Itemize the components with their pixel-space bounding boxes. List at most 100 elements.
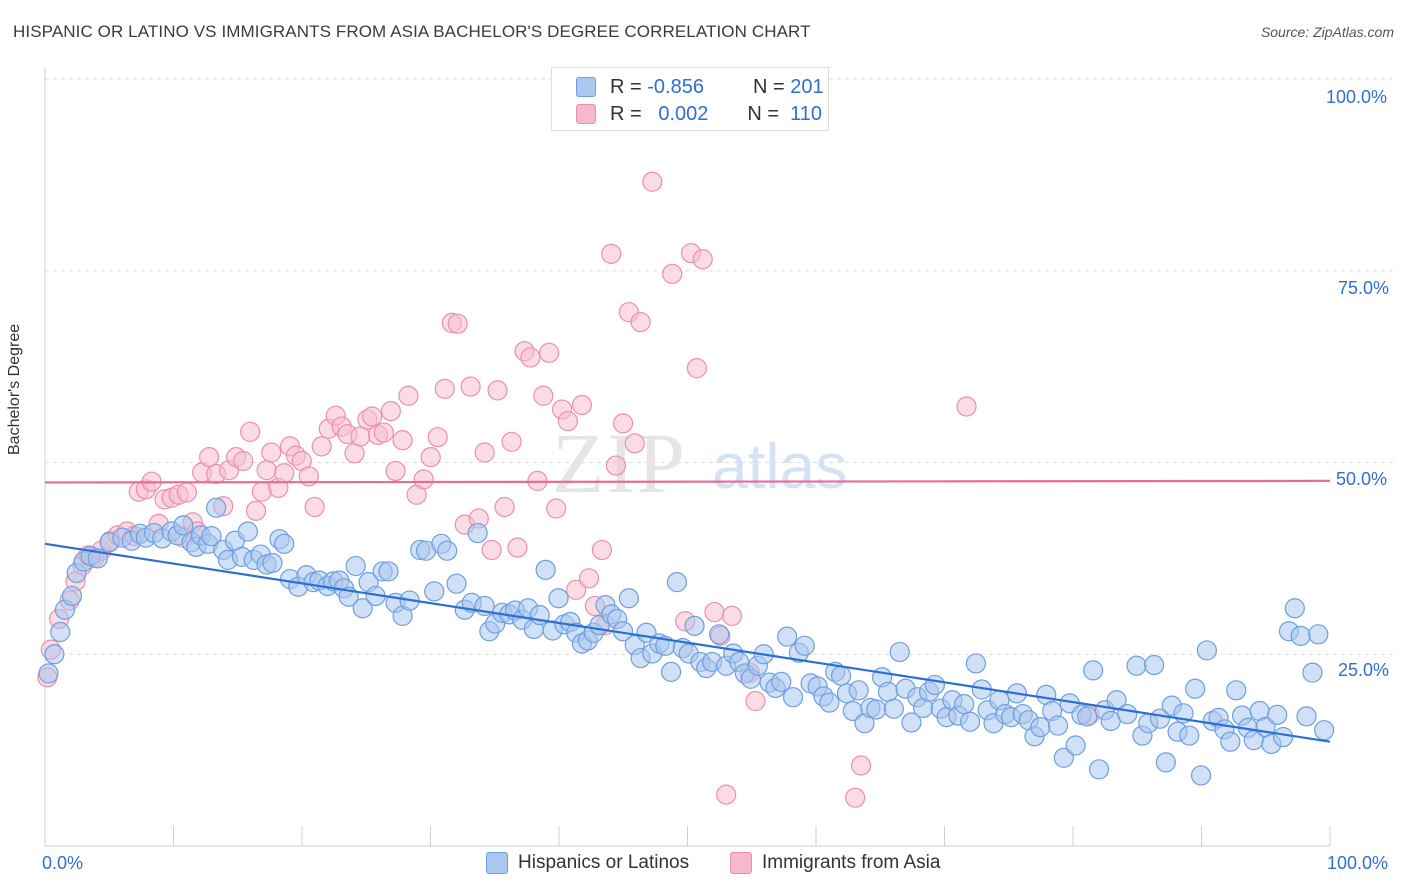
point-immigrants-from-asia (507, 537, 528, 558)
point-immigrants-from-asia (274, 463, 295, 484)
point-hispanics-or-latinos (1308, 624, 1329, 645)
point-immigrants-from-asia (362, 406, 383, 427)
point-hispanics-or-latinos (548, 588, 569, 609)
y-axis-title: Bachelor's Degree (6, 323, 23, 455)
point-hispanics-or-latinos (771, 671, 792, 692)
legend-swatch-pink (730, 852, 752, 874)
point-immigrants-from-asia (520, 347, 541, 368)
trend-line-asia (44, 479, 1331, 484)
legend-item-hispanics: Hispanics or Latinos (486, 852, 689, 874)
chart-title: HISPANIC OR LATINO VS IMMIGRANTS FROM AS… (13, 22, 811, 41)
point-hispanics-or-latinos (378, 561, 399, 582)
point-immigrants-from-asia (398, 385, 419, 406)
point-immigrants-from-asia (630, 312, 651, 333)
point-hispanics-or-latinos (274, 533, 295, 554)
legend-label-asia: Immigrants from Asia (762, 852, 941, 873)
point-hispanics-or-latinos (830, 665, 852, 686)
point-immigrants-from-asia (481, 539, 502, 561)
point-hispanics-or-latinos (467, 522, 488, 544)
point-hispanics-or-latinos (535, 559, 556, 580)
point-hispanics-or-latinos (1190, 765, 1212, 786)
point-hispanics-or-latinos (883, 698, 904, 719)
r-value: 0.002 (658, 102, 709, 125)
point-immigrants-from-asia (373, 422, 394, 443)
correlation-legend: R = -0.856 N = 201 R = 0.002 N = 110 (551, 67, 829, 131)
point-hispanics-or-latinos (201, 526, 222, 547)
legend-item-asia: Immigrants from Asia (730, 852, 940, 874)
point-hispanics-or-latinos (1030, 717, 1051, 738)
y-tick-label-50: 50.0% (1336, 469, 1388, 489)
point-hispanics-or-latinos (206, 497, 227, 518)
point-immigrants-from-asia (420, 447, 441, 468)
point-immigrants-from-asia (845, 787, 866, 808)
r-value: -0.856 (647, 75, 704, 98)
point-immigrants-from-asia (624, 433, 645, 454)
watermark-atlas: atlas (712, 430, 847, 502)
point-hispanics-or-latinos (709, 624, 730, 645)
point-immigrants-from-asia (261, 442, 282, 463)
point-immigrants-from-asia (460, 376, 481, 397)
point-hispanics-or-latinos (437, 540, 458, 561)
point-immigrants-from-asia (413, 469, 434, 490)
point-hispanics-or-latinos (1267, 704, 1288, 725)
point-immigrants-from-asia (350, 426, 371, 447)
point-immigrants-from-asia (385, 460, 406, 482)
point-hispanics-or-latinos (345, 555, 366, 577)
point-hispanics-or-latinos (684, 615, 705, 636)
point-hispanics-or-latinos (424, 581, 445, 602)
point-immigrants-from-asia (256, 460, 277, 481)
point-immigrants-from-asia (571, 394, 593, 416)
legend-row-asia: R = 0.002 N = 110 (576, 101, 822, 127)
point-immigrants-from-asia (176, 482, 197, 503)
point-hispanics-or-latinos (237, 521, 258, 542)
point-hispanics-or-latinos (777, 626, 798, 647)
point-immigrants-from-asia (427, 427, 448, 448)
axes (44, 68, 1331, 847)
point-hispanics-or-latinos (782, 687, 804, 708)
point-hispanics-or-latinos (1179, 725, 1200, 746)
point-immigrants-from-asia (233, 450, 254, 472)
n-label: N = (753, 75, 785, 98)
r-label: R = (610, 75, 642, 98)
point-hispanics-or-latinos (1196, 640, 1217, 661)
series-legend: Hispanics or Latinos Immigrants from Asi… (0, 852, 1406, 878)
point-hispanics-or-latinos (866, 699, 887, 720)
point-hispanics-or-latinos (44, 644, 65, 665)
point-immigrants-from-asia (501, 431, 522, 452)
point-immigrants-from-asia (546, 498, 567, 519)
point-immigrants-from-asia (304, 496, 325, 518)
point-hispanics-or-latinos (61, 585, 83, 607)
legend-swatch-blue (576, 77, 596, 97)
point-immigrants-from-asia (721, 605, 743, 627)
point-hispanics-or-latinos (1047, 715, 1069, 736)
point-hispanics-or-latinos (901, 712, 922, 733)
point-hispanics-or-latinos (1077, 706, 1098, 727)
point-immigrants-from-asia (686, 358, 707, 379)
point-hispanics-or-latinos (352, 598, 373, 619)
point-immigrants-from-asia (392, 430, 413, 451)
point-immigrants-from-asia (745, 690, 766, 712)
y-tick-label-100: 100.0% (1326, 87, 1388, 107)
point-hispanics-or-latinos (1226, 680, 1247, 701)
point-hispanics-or-latinos (1117, 703, 1138, 725)
point-immigrants-from-asia (344, 443, 365, 464)
point-hispanics-or-latinos (38, 663, 59, 684)
point-hispanics-or-latinos (965, 653, 987, 674)
point-immigrants-from-asia (494, 496, 515, 518)
legend-label-hispanics: Hispanics or Latinos (518, 852, 690, 873)
point-hispanics-or-latinos (1155, 752, 1176, 773)
point-hispanics-or-latinos (1185, 678, 1206, 699)
legend-swatch-pink (576, 104, 596, 124)
point-hispanics-or-latinos (1273, 726, 1294, 748)
point-hispanics-or-latinos (1065, 735, 1086, 756)
n-label: N = (747, 102, 780, 125)
n-value: 110 (790, 102, 823, 125)
point-immigrants-from-asia (199, 447, 220, 468)
point-hispanics-or-latinos (889, 641, 910, 663)
y-tick-label-75: 75.0% (1338, 278, 1390, 298)
point-immigrants-from-asia (251, 481, 273, 502)
point-hispanics-or-latinos (618, 588, 639, 609)
point-hispanics-or-latinos (1284, 598, 1305, 619)
point-immigrants-from-asia (447, 313, 468, 334)
